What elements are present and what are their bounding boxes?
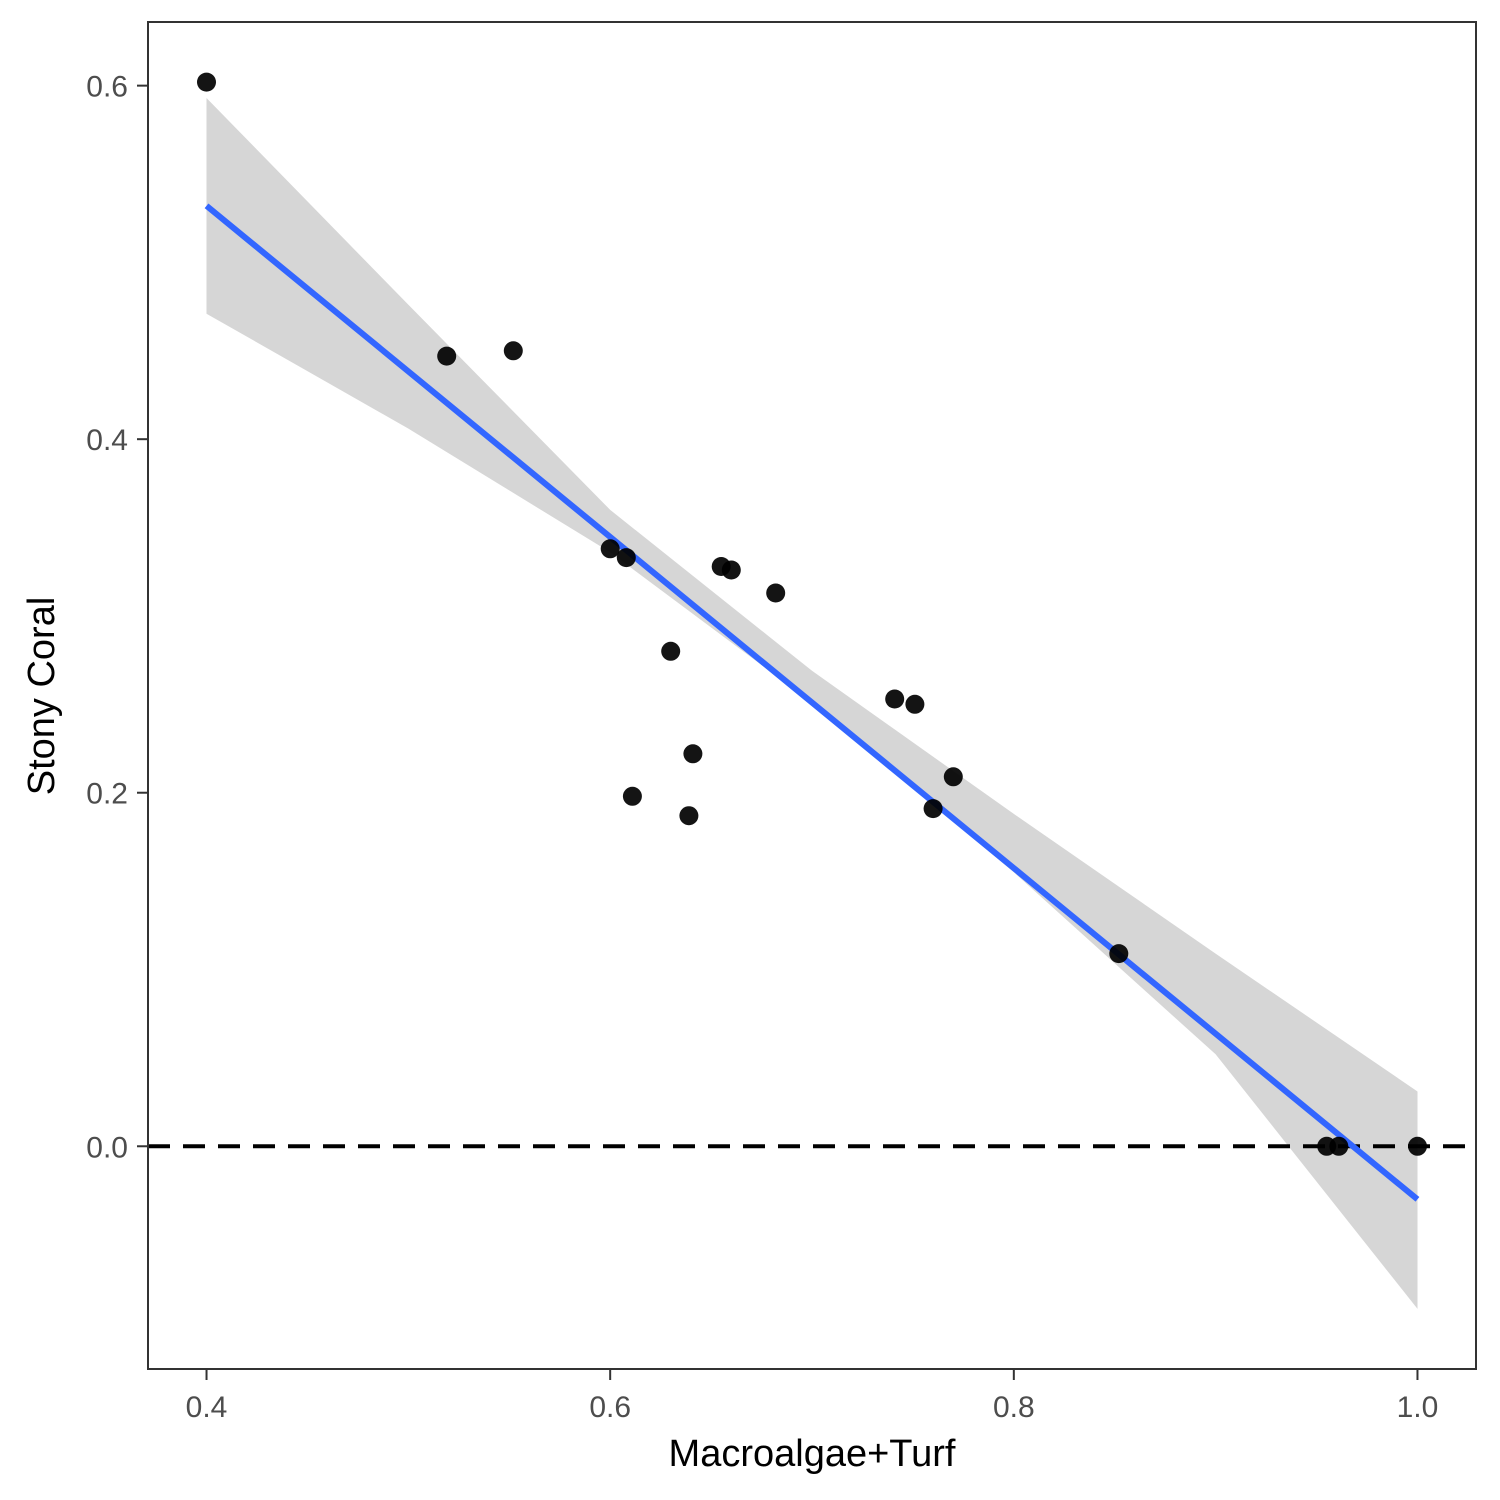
data-point-6	[661, 641, 681, 661]
data-point-16	[1109, 944, 1129, 964]
points-layer	[197, 72, 1427, 1156]
data-point-1	[437, 346, 457, 366]
y-tick-label-3: 0.6	[86, 71, 128, 104]
data-point-15	[943, 767, 963, 787]
x-tick-label-1: 0.6	[589, 1391, 631, 1424]
x-axis: 0.4 0.6 0.8 1.0	[186, 1369, 1439, 1424]
data-point-10	[721, 560, 741, 580]
data-point-0	[197, 72, 216, 92]
y-tick-label-1: 0.2	[86, 778, 128, 811]
x-tick-label-2: 0.8	[993, 1391, 1035, 1424]
data-point-5	[622, 786, 642, 806]
data-point-7	[679, 806, 699, 826]
data-point-19	[1408, 1136, 1427, 1156]
data-point-8	[683, 744, 703, 764]
fit-line-layer	[204, 203, 1420, 1202]
x-tick-label-0: 0.4	[186, 1391, 228, 1424]
regression-line	[204, 203, 1420, 1202]
y-axis: 0.0 0.2 0.4 0.6	[86, 71, 148, 1164]
data-point-14	[923, 799, 943, 819]
data-point-4	[616, 548, 636, 568]
y-axis-title: Stony Coral	[21, 597, 63, 796]
data-point-3	[600, 539, 620, 559]
panel-border	[147, 21, 1477, 1370]
y-tick-label-2: 0.4	[86, 424, 128, 457]
y-tick-label-0: 0.0	[86, 1131, 128, 1164]
data-point-12	[885, 689, 905, 709]
x-tick-label-3: 1.0	[1397, 1391, 1439, 1424]
x-axis-title: Macroalgae+Turf	[669, 1433, 956, 1475]
data-point-18	[1329, 1136, 1349, 1156]
data-point-11	[766, 583, 786, 603]
data-point-2	[503, 341, 523, 361]
data-point-13	[905, 694, 925, 714]
